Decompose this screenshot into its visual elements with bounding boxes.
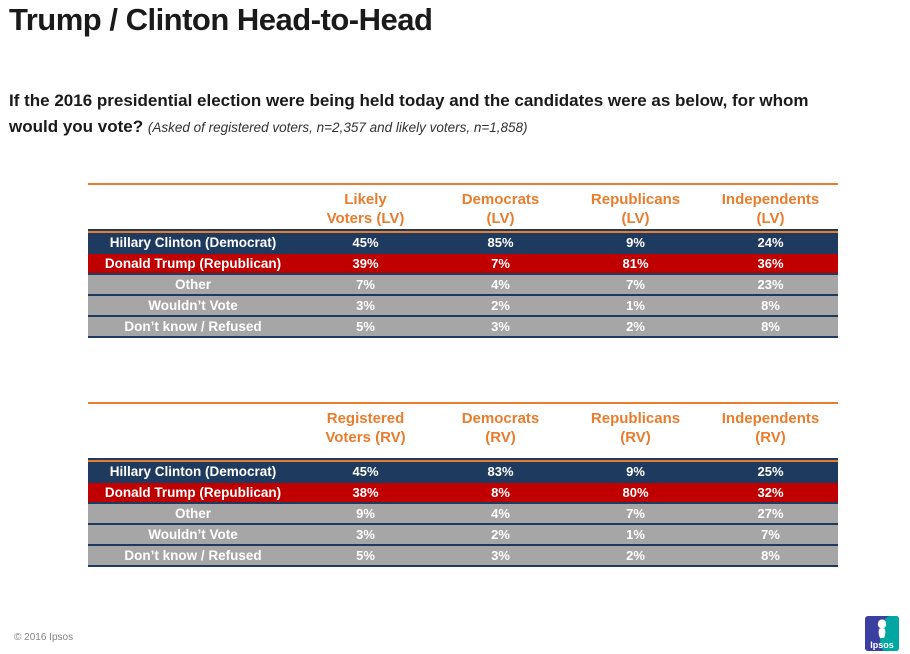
ipsos-logo: Ipsos <box>865 616 899 651</box>
cell-value: 2% <box>626 548 645 563</box>
column-header: Democrats (RV) <box>461 410 540 447</box>
cell-value: 27% <box>757 506 784 521</box>
cell-value: 7% <box>491 256 510 271</box>
row-label: Other <box>174 506 211 521</box>
table-header-row: Likely Voters (LV) Democrats (LV) Republ… <box>88 185 838 231</box>
cell-value: 38% <box>352 485 379 500</box>
cell-value: 8% <box>491 485 510 500</box>
cell-value: 8% <box>761 548 780 563</box>
cell-value: 81% <box>622 256 649 271</box>
table-row-other: Other 7% 4% 7% 23% <box>88 275 838 296</box>
cell-value: 80% <box>622 485 649 500</box>
cell-value: 7% <box>356 277 375 292</box>
cell-value: 23% <box>757 277 784 292</box>
question-text: If the 2016 presidential election were b… <box>9 91 809 136</box>
cell-value: 36% <box>757 256 784 271</box>
cell-value: 7% <box>626 506 645 521</box>
row-label: Wouldn’t Vote <box>148 298 238 313</box>
cell-value: 85% <box>487 235 514 250</box>
cell-value: 2% <box>491 298 510 313</box>
row-label: Wouldn’t Vote <box>148 527 238 542</box>
question-sample-note: (Asked of registered voters, n=2,357 and… <box>147 119 528 135</box>
cell-value: 8% <box>761 298 780 313</box>
cell-value: 1% <box>626 527 645 542</box>
page-title: Trump / Clinton Head-to-Head <box>9 2 433 37</box>
table-row-clinton: Hillary Clinton (Democrat) 45% 83% 9% 25… <box>88 462 838 483</box>
cell-value: 45% <box>352 464 379 479</box>
cell-value: 3% <box>491 319 510 334</box>
cell-value: 9% <box>626 235 645 250</box>
table-row-wouldnt-vote: Wouldn’t Vote 3% 2% 1% 8% <box>88 296 838 317</box>
cell-value: 8% <box>761 319 780 334</box>
column-header: Independents (RV) <box>721 410 820 447</box>
table-row-trump: Donald Trump (Republican) 39% 7% 81% 36% <box>88 254 838 275</box>
column-header: Republicans (LV) <box>590 191 681 228</box>
column-header: Registered Voters (RV) <box>325 410 406 447</box>
column-header: Republicans (RV) <box>590 410 681 447</box>
cell-value: 7% <box>626 277 645 292</box>
header-accent-line <box>88 231 838 233</box>
cell-value: 3% <box>356 527 375 542</box>
cell-value: 4% <box>491 506 510 521</box>
cell-value: 39% <box>352 256 379 271</box>
table-row-wouldnt-vote: Wouldn’t Vote 3% 2% 1% 7% <box>88 525 838 546</box>
table-row-other: Other 9% 4% 7% 27% <box>88 504 838 525</box>
table-row-dont-know: Don’t know / Refused 5% 3% 2% 8% <box>88 317 838 338</box>
table-header-row: Registered Voters (RV) Democrats (RV) Re… <box>88 404 838 460</box>
cell-value: 2% <box>491 527 510 542</box>
table-row-clinton: Hillary Clinton (Democrat) 45% 85% 9% 24… <box>88 233 838 254</box>
cell-value: 3% <box>491 548 510 563</box>
cell-value: 25% <box>757 464 784 479</box>
cell-value: 9% <box>356 506 375 521</box>
column-header: Likely Voters (LV) <box>326 191 405 228</box>
cell-value: 45% <box>352 235 379 250</box>
row-label: Don’t know / Refused <box>124 319 262 334</box>
cell-value: 2% <box>626 319 645 334</box>
cell-value: 5% <box>356 319 375 334</box>
survey-question: If the 2016 presidential election were b… <box>9 88 861 139</box>
cell-value: 3% <box>356 298 375 313</box>
row-label: Hillary Clinton (Democrat) <box>109 464 277 479</box>
column-header: Independents (LV) <box>721 191 820 228</box>
header-accent-line <box>88 460 838 462</box>
cell-value: 5% <box>356 548 375 563</box>
cell-value: 4% <box>491 277 510 292</box>
column-header: Democrats (LV) <box>461 191 540 228</box>
table-row-dont-know: Don’t know / Refused 5% 3% 2% 8% <box>88 546 838 567</box>
cell-value: 24% <box>757 235 784 250</box>
cell-value: 7% <box>761 527 780 542</box>
row-label: Donald Trump (Republican) <box>104 485 282 500</box>
row-label: Donald Trump (Republican) <box>104 256 282 271</box>
cell-value: 9% <box>626 464 645 479</box>
ipsos-logo-text: Ipsos <box>870 640 894 650</box>
row-label: Hillary Clinton (Democrat) <box>109 235 277 250</box>
row-label: Other <box>174 277 211 292</box>
cell-value: 1% <box>626 298 645 313</box>
table-row-trump: Donald Trump (Republican) 38% 8% 80% 32% <box>88 483 838 504</box>
likely-voters-table: Likely Voters (LV) Democrats (LV) Republ… <box>88 183 838 338</box>
registered-voters-table: Registered Voters (RV) Democrats (RV) Re… <box>88 402 838 567</box>
cell-value: 83% <box>487 464 514 479</box>
ipsos-profile-icon <box>877 619 887 638</box>
cell-value: 32% <box>757 485 784 500</box>
copyright: © 2016 Ipsos <box>14 632 74 643</box>
row-label: Don’t know / Refused <box>124 548 262 563</box>
